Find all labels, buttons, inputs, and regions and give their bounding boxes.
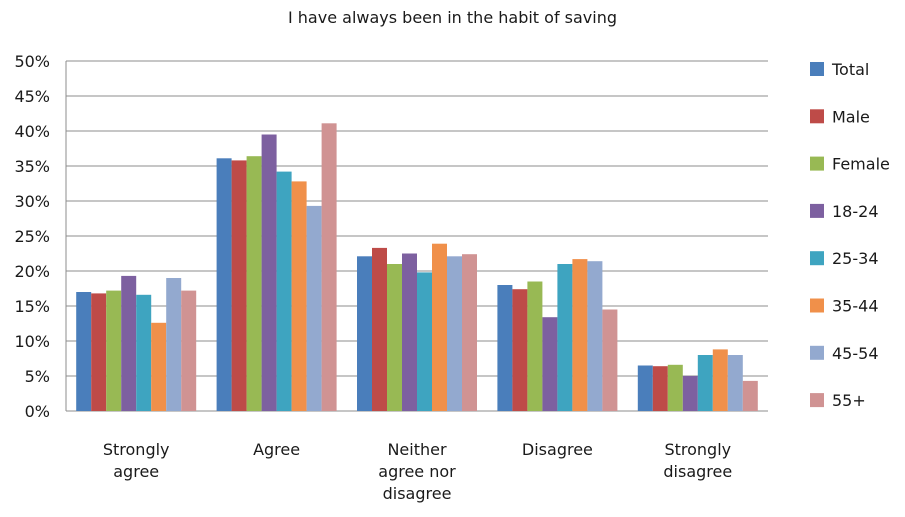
legend-label: 45-54 xyxy=(832,344,879,363)
bar xyxy=(136,294,152,411)
bar xyxy=(246,156,262,411)
legend-swatch xyxy=(810,156,824,171)
bar xyxy=(417,272,432,411)
bar xyxy=(527,281,543,411)
y-tick-label: 30% xyxy=(14,192,50,211)
legend-swatch xyxy=(810,62,824,76)
bar xyxy=(216,158,232,411)
bar xyxy=(557,264,573,411)
bar xyxy=(742,380,758,411)
x-tick-label: Disagree xyxy=(522,440,593,459)
y-tick-label: 0% xyxy=(25,402,50,421)
y-tick-label: 35% xyxy=(14,157,50,176)
bar xyxy=(321,123,337,412)
bar xyxy=(121,275,137,411)
bar xyxy=(166,278,182,411)
bar xyxy=(76,292,92,411)
y-tick-label: 25% xyxy=(14,227,50,246)
legend-label: 55+ xyxy=(832,391,866,410)
legend-swatch xyxy=(810,298,824,313)
x-tick-label: agree xyxy=(113,462,159,481)
bar xyxy=(682,376,698,411)
bar xyxy=(602,309,618,411)
bar xyxy=(151,322,167,411)
bar xyxy=(447,256,462,411)
bar xyxy=(387,264,402,411)
bar xyxy=(106,290,122,411)
legend-swatch xyxy=(810,251,824,266)
bar xyxy=(291,181,307,411)
x-tick-label: agree nor xyxy=(378,462,456,481)
bar xyxy=(306,205,322,411)
legend-label: Female xyxy=(832,155,890,174)
y-tick-label: 45% xyxy=(14,87,50,106)
y-tick-label: 15% xyxy=(14,297,50,316)
bar xyxy=(276,171,292,411)
bar xyxy=(372,247,387,411)
bar xyxy=(697,355,713,411)
y-tick-label: 5% xyxy=(25,367,50,386)
legend-label: Total xyxy=(831,60,869,79)
bar xyxy=(572,259,588,411)
chart-title: I have always been in the habit of savin… xyxy=(287,8,618,27)
legend-label: 25-34 xyxy=(832,249,879,268)
bar xyxy=(181,290,197,411)
bar xyxy=(512,289,528,411)
legend-label: 18-24 xyxy=(832,202,879,221)
bar xyxy=(432,243,447,411)
bar xyxy=(231,160,247,411)
legend-label: 35-44 xyxy=(832,297,879,316)
y-tick-label: 20% xyxy=(14,262,50,281)
x-tick-label: Neither xyxy=(387,440,447,459)
bar xyxy=(402,253,417,411)
bar xyxy=(587,261,603,411)
bar xyxy=(91,293,107,411)
legend-swatch xyxy=(810,109,824,124)
bar xyxy=(727,355,743,411)
x-tick-label: Strongly xyxy=(103,440,170,459)
bar xyxy=(542,317,558,411)
bar xyxy=(462,254,477,411)
x-tick-label: disagree xyxy=(663,462,732,481)
bar xyxy=(637,365,653,411)
bar xyxy=(357,256,372,411)
y-tick-label: 50% xyxy=(14,52,50,71)
bar xyxy=(652,366,668,411)
y-tick-label: 40% xyxy=(14,122,50,141)
legend-label: Male xyxy=(832,107,870,126)
bar xyxy=(261,134,277,411)
bar xyxy=(497,285,513,411)
legend-swatch xyxy=(810,345,824,360)
bar xyxy=(667,364,683,411)
legend-swatch xyxy=(810,393,824,408)
x-tick-label: Agree xyxy=(253,440,300,459)
legend-swatch xyxy=(810,203,824,218)
y-tick-label: 10% xyxy=(14,332,50,351)
bar xyxy=(712,349,728,411)
x-tick-label: Strongly xyxy=(664,440,731,459)
x-tick-label: disagree xyxy=(383,484,452,503)
